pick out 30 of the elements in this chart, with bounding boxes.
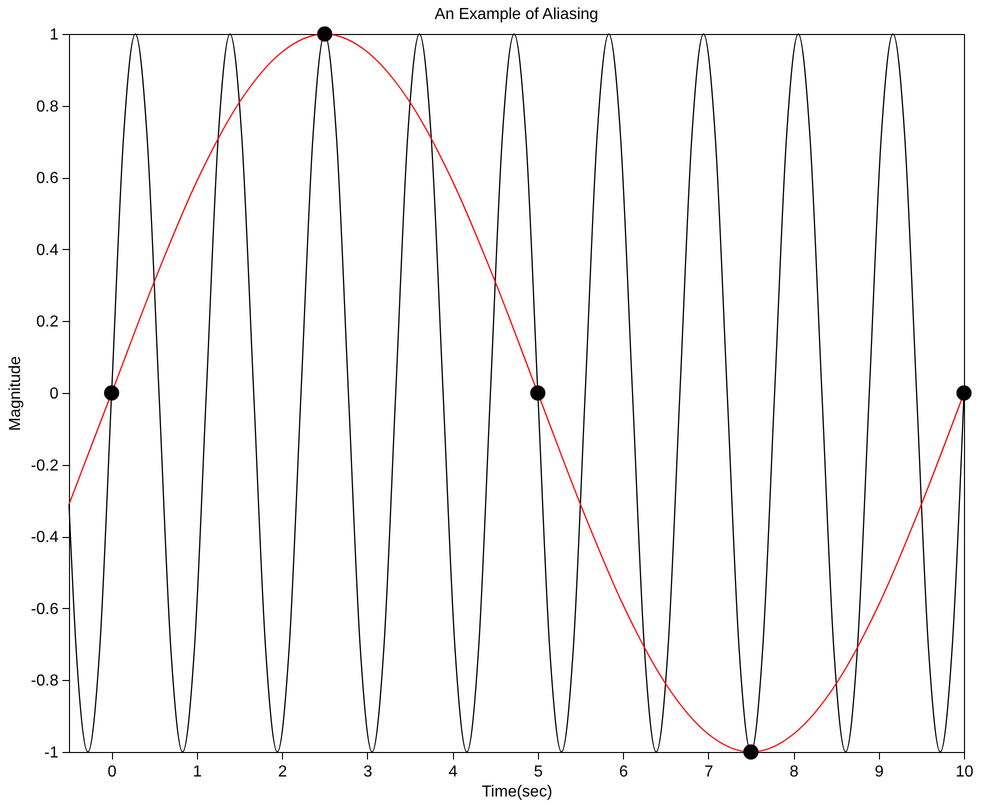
x-axis-title: Time(sec) <box>482 784 552 800</box>
x-tick-label: 1 <box>192 764 202 780</box>
x-tick-label: 3 <box>363 764 372 780</box>
chart-title: An Example of Aliasing <box>434 6 598 23</box>
x-tick-label: 4 <box>448 764 458 780</box>
y-tick-label: 0.6 <box>36 170 59 188</box>
y-tick-label: 1 <box>50 26 59 44</box>
y-tick-label: -0.4 <box>30 529 59 546</box>
x-tick-label: 8 <box>790 764 799 780</box>
x-tick-label: 10 <box>956 764 974 780</box>
point <box>104 385 120 401</box>
y-tick-label: -0.2 <box>30 457 59 474</box>
y-tick-label: -1 <box>44 744 59 762</box>
x-tick-label: 9 <box>874 764 884 780</box>
x-tick-label: 2 <box>278 764 288 780</box>
x-tick-label: 0 <box>108 764 117 780</box>
point <box>956 385 972 401</box>
y-tick-label: 0.2 <box>36 314 59 331</box>
y-tick-label: 0.4 <box>36 242 59 259</box>
y-tick-label: 0 <box>50 386 59 402</box>
x-tick-label: 7 <box>704 764 714 780</box>
point <box>317 26 332 42</box>
y-axis-title: Magnitude <box>6 356 24 431</box>
x-tick-label: 6 <box>619 764 628 780</box>
y-tick-label: -0.8 <box>30 672 59 690</box>
x-tick-label: 5 <box>534 764 543 780</box>
y-tick-label: 0.8 <box>36 98 59 116</box>
point <box>530 385 546 401</box>
y-tick-label: -0.6 <box>30 600 59 618</box>
point <box>743 744 758 760</box>
